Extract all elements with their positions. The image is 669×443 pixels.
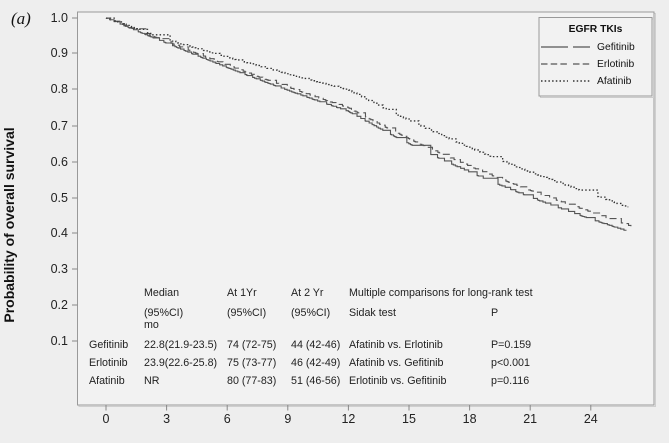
svg-text:51 (46-56): 51 (46-56): [291, 375, 340, 387]
svg-text:(a): (a): [11, 9, 31, 28]
svg-text:1.0: 1.0: [51, 11, 68, 25]
svg-text:6: 6: [224, 412, 231, 426]
svg-text:mo: mo: [144, 319, 159, 331]
svg-text:12: 12: [341, 412, 355, 426]
svg-text:Sidak test: Sidak test: [349, 307, 396, 319]
svg-text:Erlotinib vs. Gefitinib: Erlotinib vs. Gefitinib: [349, 375, 446, 387]
svg-text:Probability of overall surviva: Probability of overall survival: [1, 127, 17, 322]
svg-text:NR: NR: [144, 375, 160, 387]
svg-text:(95%CI): (95%CI): [291, 307, 330, 319]
svg-text:0.6: 0.6: [51, 155, 68, 169]
svg-text:Median: Median: [144, 287, 179, 299]
svg-text:0.3: 0.3: [51, 262, 68, 276]
svg-text:0: 0: [103, 412, 110, 426]
svg-text:80 (77-83): 80 (77-83): [227, 375, 276, 387]
svg-text:18: 18: [463, 412, 477, 426]
svg-text:Erlotinib: Erlotinib: [89, 357, 128, 369]
svg-text:P: P: [491, 307, 498, 319]
svg-text:At 1Yr: At 1Yr: [227, 287, 257, 299]
svg-text:24: 24: [584, 412, 598, 426]
svg-text:Gefitinib: Gefitinib: [597, 42, 635, 53]
svg-text:0.5: 0.5: [51, 191, 68, 205]
svg-text:0.4: 0.4: [51, 226, 68, 240]
svg-text:(95%CI): (95%CI): [144, 307, 183, 319]
svg-text:0.8: 0.8: [51, 82, 68, 96]
svg-text:Erlotinib: Erlotinib: [597, 59, 634, 70]
svg-text:0.7: 0.7: [51, 119, 68, 133]
svg-text:22.8(21.9-23.5): 22.8(21.9-23.5): [144, 339, 217, 351]
svg-text:0.9: 0.9: [51, 46, 68, 60]
svg-text:15: 15: [402, 412, 416, 426]
svg-text:0.1: 0.1: [51, 334, 68, 348]
svg-text:23.9(22.6-25.8): 23.9(22.6-25.8): [144, 357, 217, 369]
svg-text:Afatinib: Afatinib: [597, 76, 632, 87]
svg-text:(95%CI): (95%CI): [227, 307, 266, 319]
svg-text:21: 21: [523, 412, 537, 426]
svg-text:p<0.001: p<0.001: [491, 357, 530, 369]
svg-text:Afatinib vs. Erlotinib: Afatinib vs. Erlotinib: [349, 339, 443, 351]
svg-text:P=0.159: P=0.159: [491, 339, 531, 351]
svg-text:44 (42-46): 44 (42-46): [291, 339, 340, 351]
svg-text:EGFR TKIs: EGFR TKIs: [569, 24, 623, 35]
svg-text:0.2: 0.2: [51, 298, 68, 312]
svg-text:46 (42-49): 46 (42-49): [291, 357, 340, 369]
svg-text:Afatinib: Afatinib: [89, 375, 125, 387]
svg-text:9: 9: [284, 412, 291, 426]
svg-text:At 2 Yr: At 2 Yr: [291, 287, 324, 299]
svg-text:Afatinib vs. Gefitinib: Afatinib vs. Gefitinib: [349, 357, 444, 369]
svg-text:75 (73-77): 75 (73-77): [227, 357, 276, 369]
svg-text:74 (72-75): 74 (72-75): [227, 339, 276, 351]
svg-text:Gefitinib: Gefitinib: [89, 339, 128, 351]
svg-text:Multiple comparisons for long-: Multiple comparisons for long-rank test: [349, 287, 533, 299]
svg-text:3: 3: [163, 412, 170, 426]
svg-text:p=0.116: p=0.116: [491, 375, 529, 387]
